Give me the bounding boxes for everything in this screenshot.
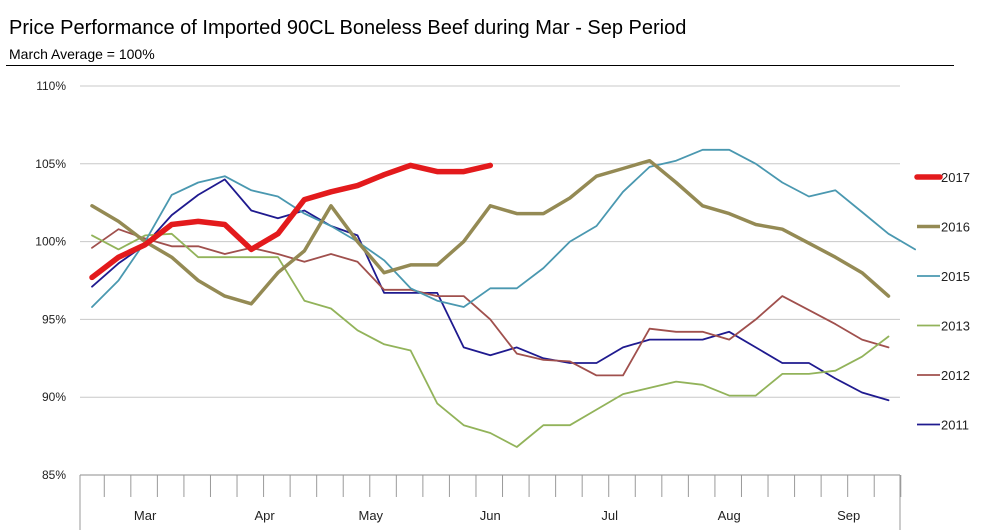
legend-label-2012: 2012 bbox=[941, 368, 970, 383]
x-month-label: May bbox=[358, 508, 383, 523]
x-month-label: Mar bbox=[134, 508, 157, 523]
x-month-label: Jul bbox=[601, 508, 618, 523]
legend-label-2017: 2017 bbox=[941, 170, 970, 185]
legend-label-2011: 2011 bbox=[941, 418, 969, 433]
x-month-label: Apr bbox=[254, 508, 275, 523]
chart-title: Price Performance of Imported 90CL Bonel… bbox=[9, 17, 687, 39]
x-month-label: Jun bbox=[480, 508, 501, 523]
chart-subtitle: March Average = 100% bbox=[9, 46, 155, 62]
legend-label-2015: 2015 bbox=[941, 269, 970, 284]
series-line-2015 bbox=[91, 148, 916, 308]
y-tick-label: 110% bbox=[36, 79, 66, 93]
series-line-2013 bbox=[91, 232, 890, 448]
y-tick-label: 95% bbox=[42, 312, 66, 326]
y-tick-label: 85% bbox=[42, 468, 66, 482]
x-month-label: Sep bbox=[837, 508, 860, 523]
y-tick-label: 100% bbox=[35, 235, 66, 249]
series-line-2011 bbox=[91, 178, 890, 402]
x-month-label: Aug bbox=[718, 508, 741, 523]
series-line-2016 bbox=[90, 158, 891, 306]
y-tick-label: 90% bbox=[42, 390, 66, 404]
legend-label-2016: 2016 bbox=[941, 220, 970, 235]
y-tick-label: 105% bbox=[35, 157, 66, 171]
series-line-2017 bbox=[89, 162, 494, 281]
title-divider bbox=[6, 65, 954, 66]
legend-label-2013: 2013 bbox=[941, 319, 970, 334]
series-line-2012 bbox=[91, 228, 890, 377]
